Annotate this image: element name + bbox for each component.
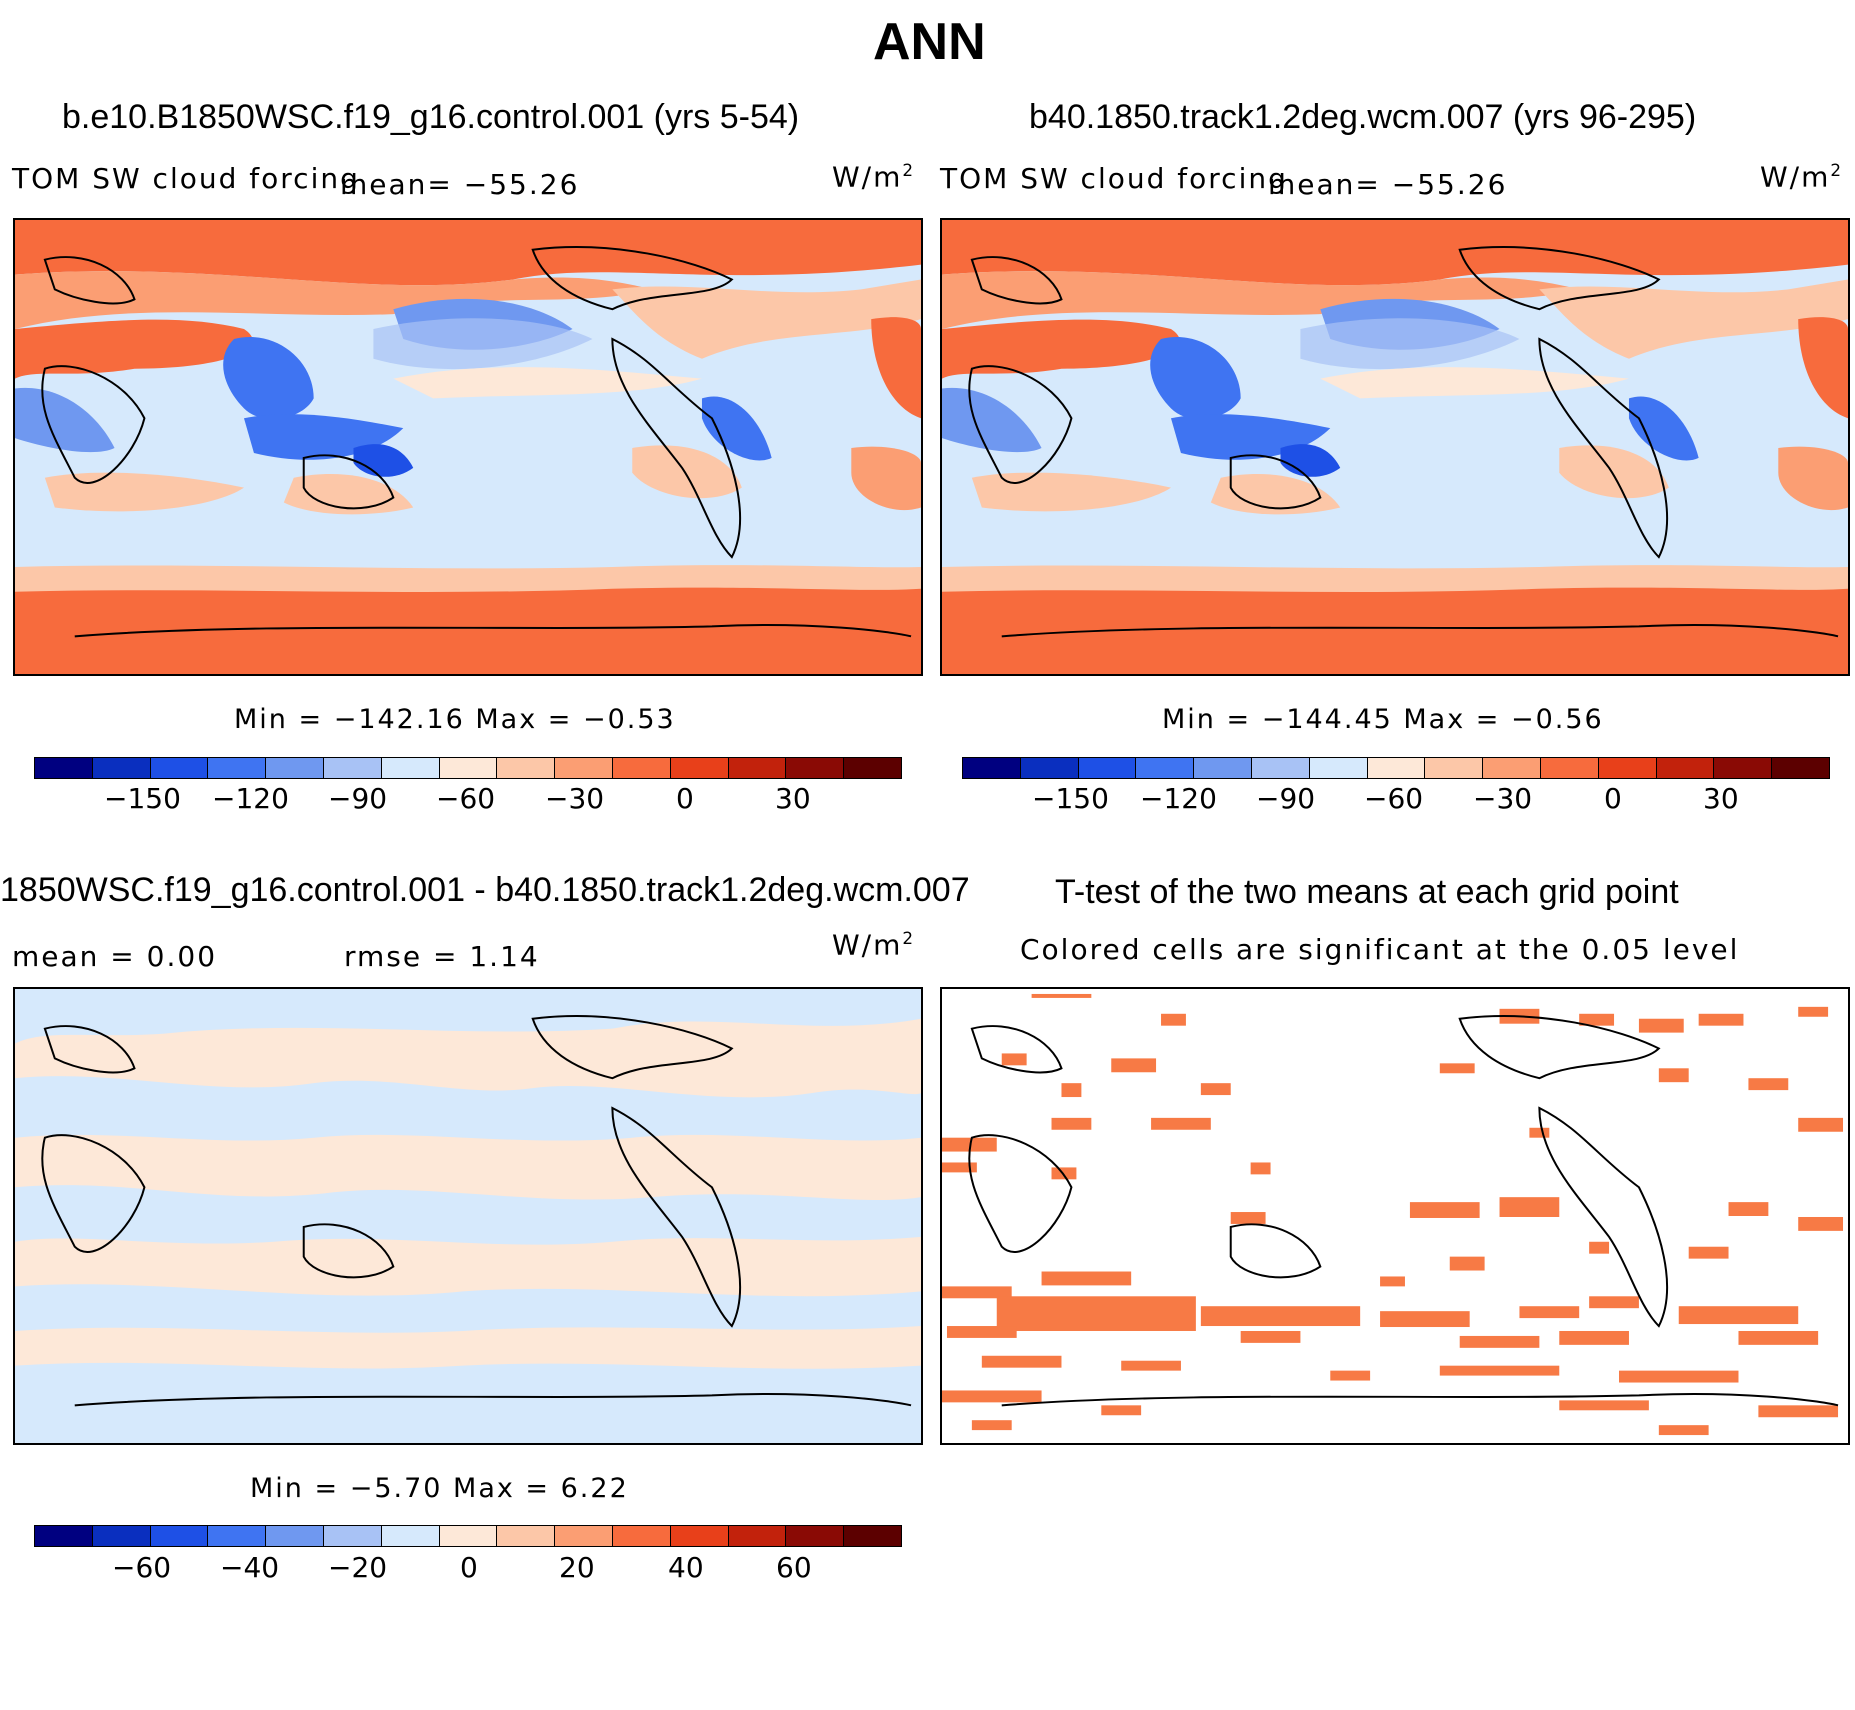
colorbar-swatch — [150, 1526, 209, 1546]
colorbar-swatch — [497, 1526, 556, 1546]
colorbar-swatch — [208, 758, 267, 778]
colorbar-swatch — [844, 758, 901, 778]
panel2-minmax: Min = −144.45 Max = −0.56 — [1162, 704, 1604, 735]
colorbar-swatch — [786, 1526, 845, 1546]
panel2-units: W/m2 — [1760, 160, 1844, 194]
colorbar-swatch — [150, 758, 209, 778]
panel1-map — [13, 218, 923, 676]
colorbar-swatch — [208, 1526, 267, 1546]
figure-title: ANN — [873, 13, 986, 71]
colorbar-swatch — [323, 1526, 382, 1546]
colorbar-swatch — [555, 758, 613, 778]
panel4-title: T-test of the two means at each grid poi… — [1055, 873, 1679, 911]
panel1-mean: mean= −55.26 — [340, 168, 580, 201]
panel4-subtitle: Colored cells are significant at the 0.0… — [1020, 933, 1740, 966]
colorbar-swatch — [381, 1526, 440, 1546]
panel3-tick: 60 — [776, 1551, 812, 1584]
colorbar-swatch — [728, 758, 787, 778]
panel3-title: 1850WSC.f19_g16.control.001 - b40.1850.t… — [0, 871, 970, 909]
panel2-tick: −90 — [1256, 782, 1316, 815]
panel2-colorbar — [962, 757, 1830, 779]
colorbar-swatch — [1136, 758, 1195, 778]
panel2-map — [940, 218, 1850, 676]
panel4-map — [940, 987, 1850, 1445]
colorbar-swatch — [1425, 758, 1484, 778]
panel2-tick: −30 — [1473, 782, 1533, 815]
colorbar-swatch — [92, 1526, 151, 1546]
colorbar-swatch — [35, 1526, 93, 1546]
panel3-rmse: rmse = 1.14 — [344, 940, 540, 973]
panel1-tick: −60 — [436, 782, 496, 815]
panel1-colorbar — [34, 757, 902, 779]
colorbar-swatch — [497, 758, 556, 778]
colorbar-swatch — [612, 758, 671, 778]
colorbar-swatch — [728, 1526, 787, 1546]
panel1-title: b.e10.B1850WSC.f19_g16.control.001 (yrs … — [62, 98, 800, 136]
colorbar-swatch — [555, 1526, 613, 1546]
panel2-variable: TOM SW cloud forcing — [940, 162, 1288, 195]
colorbar-swatch — [1598, 758, 1657, 778]
panel3-tick: 40 — [668, 1551, 704, 1584]
panel1-tick: −150 — [104, 782, 181, 815]
colorbar-swatch — [266, 1526, 324, 1546]
colorbar-swatch — [1714, 758, 1773, 778]
panel3-tick: 0 — [460, 1551, 478, 1584]
panel1-variable: TOM SW cloud forcing — [12, 162, 360, 195]
colorbar-swatch — [1367, 758, 1426, 778]
colorbar-swatch — [1540, 758, 1599, 778]
panel3-tick: −40 — [220, 1551, 280, 1584]
panel2-tick: −60 — [1364, 782, 1424, 815]
colorbar-swatch — [670, 1526, 729, 1546]
colorbar-swatch — [844, 1526, 901, 1546]
colorbar-swatch — [381, 758, 440, 778]
colorbar-swatch — [439, 758, 498, 778]
panel3-tick: 20 — [559, 1551, 595, 1584]
colorbar-swatch — [1772, 758, 1829, 778]
colorbar-swatch — [670, 758, 729, 778]
panel2-tick: 30 — [1703, 782, 1739, 815]
panel3-map — [13, 987, 923, 1445]
colorbar-swatch — [1309, 758, 1368, 778]
colorbar-swatch — [612, 1526, 671, 1546]
colorbar-swatch — [963, 758, 1021, 778]
colorbar-swatch — [266, 758, 324, 778]
colorbar-swatch — [786, 758, 845, 778]
panel3-units: W/m2 — [832, 928, 916, 962]
panel2-tick: −150 — [1032, 782, 1109, 815]
colorbar-swatch — [439, 1526, 498, 1546]
panel2-title: b40.1850.track1.2deg.wcm.007 (yrs 96-295… — [1029, 98, 1697, 136]
panel2-tick: −120 — [1140, 782, 1217, 815]
panel3-tick: −20 — [328, 1551, 388, 1584]
panel1-units: W/m2 — [832, 160, 916, 194]
panel1-tick: 30 — [775, 782, 811, 815]
panel3-colorbar — [34, 1525, 902, 1547]
panel1-minmax: Min = −142.16 Max = −0.53 — [234, 704, 676, 735]
colorbar-swatch — [92, 758, 151, 778]
panel1-tick: −120 — [212, 782, 289, 815]
panel2-tick: 0 — [1604, 782, 1622, 815]
panel1-tick: −30 — [545, 782, 605, 815]
colorbar-swatch — [1020, 758, 1079, 778]
panel3-mean: mean = 0.00 — [12, 940, 218, 973]
panel3-tick: −60 — [112, 1551, 172, 1584]
colorbar-swatch — [1483, 758, 1541, 778]
colorbar-swatch — [1078, 758, 1137, 778]
panel3-minmax: Min = −5.70 Max = 6.22 — [250, 1473, 629, 1504]
panel1-tick: −90 — [328, 782, 388, 815]
colorbar-swatch — [1656, 758, 1715, 778]
colorbar-swatch — [1251, 758, 1310, 778]
panel1-tick: 0 — [676, 782, 694, 815]
colorbar-swatch — [323, 758, 382, 778]
colorbar-swatch — [35, 758, 93, 778]
colorbar-swatch — [1194, 758, 1252, 778]
panel2-mean: mean= −55.26 — [1268, 168, 1508, 201]
